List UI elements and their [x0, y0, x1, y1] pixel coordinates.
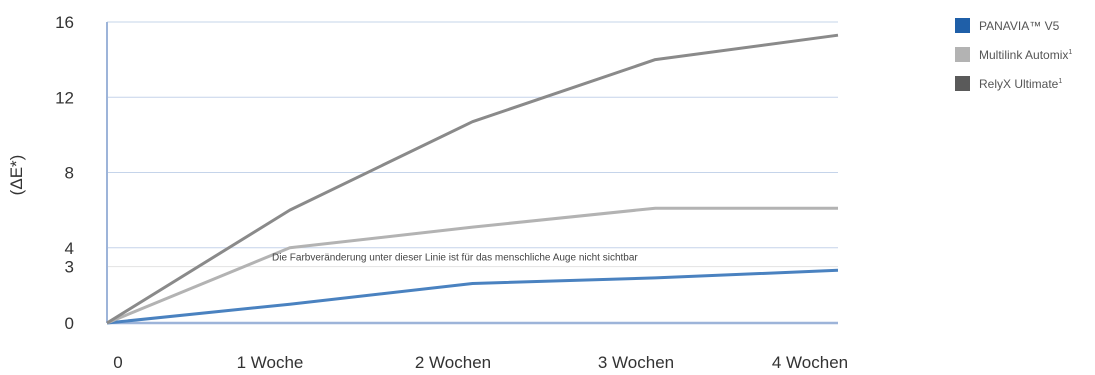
legend-swatch: [955, 18, 970, 33]
series-lines: [106, 33, 839, 325]
x-tick-label: 3 Wochen: [598, 353, 674, 372]
x-tick-label: 1 Woche: [237, 353, 304, 372]
legend-label: PANAVIA™ V5: [979, 18, 1060, 33]
y-tick-label: 4: [65, 239, 74, 258]
threshold-annotation: Die Farbveränderung unter dieser Linie i…: [272, 253, 638, 264]
x-tick-label: 2 Wochen: [415, 353, 491, 372]
y-tick-label: 3: [65, 258, 74, 277]
series-line-1: [106, 268, 839, 325]
series-line-3: [106, 33, 839, 325]
x-tick-label: 4 Wochen: [772, 353, 848, 372]
y-tick-label: 12: [55, 88, 74, 107]
legend-swatch: [955, 47, 970, 62]
y-axis-label: (ΔE*): [7, 155, 26, 196]
y-tick-label: 0: [65, 314, 74, 333]
legend-label: Multilink Automix1: [979, 47, 1073, 62]
axes: [106, 22, 838, 325]
y-tick-labels: 0 34 8 12 16: [55, 13, 74, 333]
legend-swatch: [955, 76, 970, 91]
legend-footnote-marker: 1: [1058, 77, 1063, 85]
x-tick-label: 0: [113, 353, 122, 372]
legend-footnote-marker: 1: [1068, 48, 1073, 56]
legend-item: RelyX Ultimate1: [955, 75, 1072, 92]
legend-item: PANAVIA™ V5: [955, 17, 1072, 34]
legend: PANAVIA™ V5 Multilink Automix1 RelyX Ultim…: [955, 17, 1072, 104]
series-line-2: [106, 206, 838, 325]
legend-item: Multilink Automix1: [955, 46, 1072, 63]
y-tick-label: 8: [65, 164, 74, 183]
y-tick-label: 16: [55, 13, 74, 32]
x-tick-labels: 0 1 Woche 2 Wochen 3 Wochen 4 Wochen: [113, 353, 848, 372]
legend-label: RelyX Ultimate1: [979, 76, 1063, 91]
grid-lines: [107, 21, 838, 268]
